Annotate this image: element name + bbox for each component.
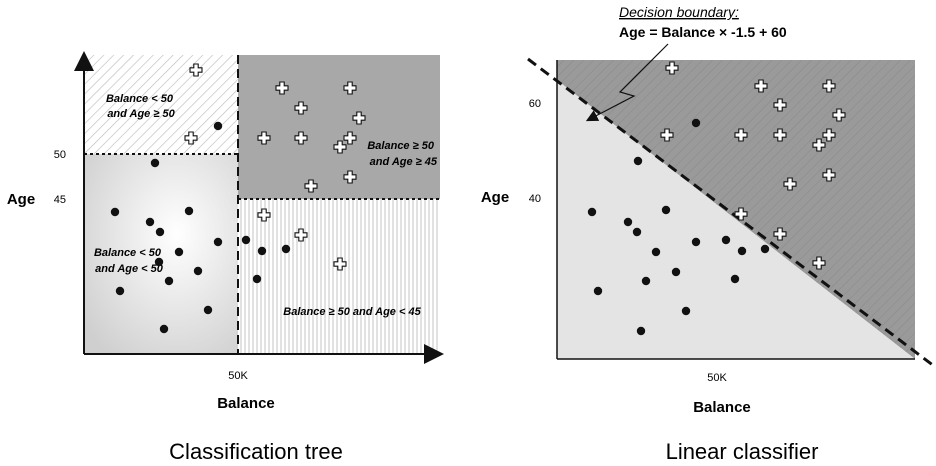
- dot-point: [155, 227, 165, 237]
- dot-point: [636, 326, 646, 336]
- dot-point: [641, 276, 651, 286]
- dot-point: [760, 244, 770, 254]
- dot-point: [623, 217, 633, 227]
- x-axis-label: Balance: [693, 399, 751, 416]
- dot-point: [213, 237, 223, 247]
- dot-point: [241, 235, 251, 245]
- plus-point: [189, 63, 203, 77]
- classification-tree-panel: 50 45 50K Age Balance Balance < 50 and A…: [7, 51, 444, 464]
- region-label-top-left: Balance < 50 and Age ≥ 50: [106, 93, 176, 120]
- y-tick-45: 45: [54, 194, 66, 206]
- dot-point: [174, 247, 184, 257]
- boundary-equation: Age = Balance × -1.5 + 60: [619, 24, 787, 40]
- plus-point: [257, 131, 271, 145]
- plus-point: [294, 101, 308, 115]
- region-label-bottom-right: Balance ≥ 50 and Age < 45: [283, 306, 421, 318]
- region-top-right: [238, 55, 440, 199]
- plus-point: [754, 79, 768, 93]
- tree-caption: Classification tree: [169, 439, 343, 464]
- plus-point: [333, 257, 347, 271]
- dot-point: [154, 257, 164, 267]
- y-tick-60: 60: [529, 98, 541, 110]
- plus-point: [734, 207, 748, 221]
- plus-point: [660, 128, 674, 142]
- dot-point: [213, 121, 223, 131]
- dot-point: [203, 305, 213, 315]
- region-label-top-right: Balance ≥ 50 and Age ≥ 45: [367, 140, 438, 168]
- plus-point: [343, 131, 357, 145]
- dot-point: [193, 266, 203, 276]
- dot-point: [252, 274, 262, 284]
- linear-caption: Linear classifier: [666, 439, 819, 464]
- plus-point: [333, 140, 347, 154]
- region-label-bottom-left: Balance < 50 and Age < 50: [94, 247, 164, 275]
- dot-point: [671, 267, 681, 277]
- dot-point: [257, 246, 267, 256]
- plus-point: [783, 177, 797, 191]
- plus-point: [812, 138, 826, 152]
- y-axis-label: Age: [481, 189, 509, 206]
- dot-point: [110, 207, 120, 217]
- dot-point: [159, 324, 169, 334]
- plus-point: [343, 81, 357, 95]
- dot-point: [681, 306, 691, 316]
- plus-point: [822, 79, 836, 93]
- dot-point: [593, 286, 603, 296]
- plus-point: [665, 61, 679, 75]
- region-top-left: [84, 55, 238, 154]
- y-tick-50: 50: [54, 149, 66, 161]
- plus-point: [773, 98, 787, 112]
- boundary-title: Decision boundary:: [619, 4, 739, 20]
- dot-point: [115, 286, 125, 296]
- dot-point: [730, 274, 740, 284]
- plus-point: [275, 81, 289, 95]
- region-bottom-right: [238, 199, 440, 354]
- dot-point: [661, 205, 671, 215]
- y-tick-40: 40: [529, 193, 541, 205]
- dot-point: [737, 246, 747, 256]
- dot-point: [633, 156, 643, 166]
- plus-point: [773, 227, 787, 241]
- dot-point: [651, 247, 661, 257]
- dot-point: [150, 158, 160, 168]
- boundary-callout-arrow: [585, 43, 669, 122]
- plus-point: [734, 128, 748, 142]
- plus-point: [304, 179, 318, 193]
- dot-point: [145, 217, 155, 227]
- dot-point: [691, 237, 701, 247]
- plus-point: [343, 170, 357, 184]
- x-tick-50k: 50K: [228, 370, 248, 382]
- plus-point: [294, 228, 308, 242]
- plus-point: [832, 108, 846, 122]
- tree-points: [110, 63, 366, 334]
- plus-point: [294, 131, 308, 145]
- linear-classifier-panel: 60 40 50K Age Balance Decision boundary:…: [481, 4, 935, 464]
- plus-point: [352, 111, 366, 125]
- dot-point: [184, 206, 194, 216]
- dot-point: [281, 244, 291, 254]
- dot-point: [691, 118, 701, 128]
- plus-point: [822, 128, 836, 142]
- y-axis-label: Age: [7, 191, 35, 208]
- plus-point: [812, 256, 826, 270]
- plus-point: [773, 128, 787, 142]
- decision-boundary-line: [527, 57, 935, 368]
- plus-point: [257, 208, 271, 222]
- dot-point: [632, 227, 642, 237]
- x-axis-label: Balance: [217, 395, 275, 412]
- dot-point: [164, 276, 174, 286]
- plus-point: [822, 168, 836, 182]
- dot-point: [587, 207, 597, 217]
- linear-points: [587, 61, 846, 336]
- plus-point: [184, 131, 198, 145]
- region-bottom-left: [84, 154, 238, 354]
- dot-point: [721, 235, 731, 245]
- x-tick-50k: 50K: [707, 372, 727, 384]
